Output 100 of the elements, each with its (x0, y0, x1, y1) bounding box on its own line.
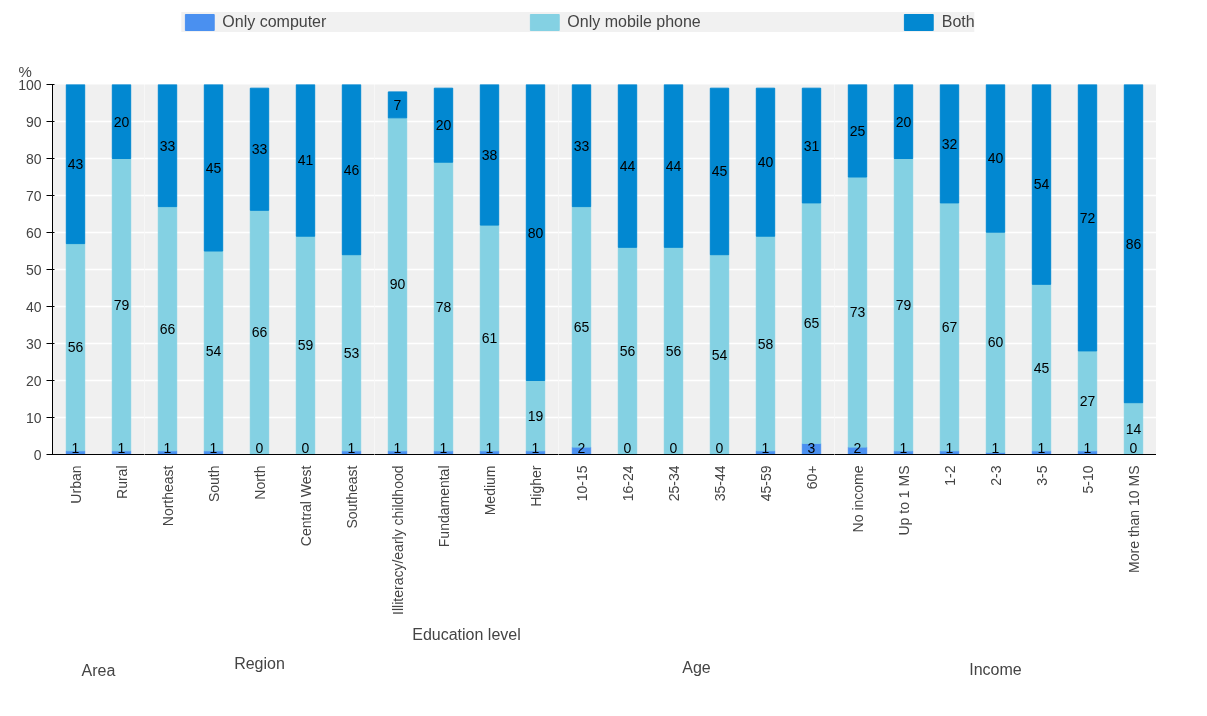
data-label: 0 (669, 440, 678, 457)
x-tick-label: 35-44 (711, 465, 728, 502)
data-label: 56 (619, 342, 636, 359)
data-label: 33 (159, 137, 176, 154)
data-label: 1 (209, 440, 218, 457)
data-label: 32 (941, 135, 958, 152)
data-label: 1 (485, 440, 494, 457)
data-label: 79 (113, 296, 130, 313)
data-label: 1 (761, 440, 770, 457)
x-tick-label: Higher (527, 465, 544, 507)
data-label: 20 (435, 117, 452, 134)
data-label: 0 (715, 440, 724, 457)
data-label: 2 (853, 440, 862, 457)
data-label: 67 (941, 318, 958, 335)
data-label: 58 (757, 335, 774, 352)
x-tick-label: Illiteracy/early childhood (389, 465, 406, 615)
data-label: 1 (945, 440, 954, 457)
data-label: 43 (67, 156, 84, 173)
data-label: 20 (895, 113, 912, 130)
data-label: 56 (665, 342, 682, 359)
data-label: 53 (343, 344, 360, 361)
x-tick-label: 16-24 (619, 465, 636, 502)
x-tick-label: 25-34 (665, 465, 682, 502)
data-label: 0 (301, 440, 310, 457)
x-tick-label: No income (849, 465, 866, 533)
data-label: 1 (347, 440, 356, 457)
data-label: 1 (163, 440, 172, 457)
data-label: 19 (527, 407, 544, 424)
x-tick-label: South (205, 465, 222, 503)
data-label: 33 (251, 141, 268, 158)
data-label: 44 (665, 157, 682, 174)
data-label: 40 (987, 150, 1004, 167)
y-tick-label: 30 (25, 335, 42, 352)
x-axis-title: Age (682, 659, 711, 677)
data-label: 38 (481, 146, 498, 163)
x-tick-label: North (251, 465, 268, 500)
data-label: 1 (393, 440, 402, 457)
x-tick-label: 1-2 (941, 465, 958, 486)
data-label: 27 (1079, 392, 1096, 409)
x-tick-label: Southeast (343, 465, 360, 529)
data-label: 0 (255, 440, 264, 457)
x-tick-label: Central West (297, 465, 314, 547)
data-label: 66 (159, 320, 176, 337)
y-tick-label: 90 (25, 113, 42, 130)
x-tick-label: 10-15 (573, 465, 590, 502)
x-tick-label: Rural (113, 465, 130, 499)
y-tick-label: 40 (25, 298, 42, 315)
data-label: 1 (117, 440, 126, 457)
data-label: 54 (205, 342, 222, 359)
legend-label: Both (941, 13, 975, 31)
x-axis-title: Education level (412, 625, 521, 643)
legend-label: Only mobile phone (567, 13, 701, 31)
data-label: 45 (711, 163, 728, 180)
data-label: 45 (205, 159, 222, 176)
data-label: 31 (803, 137, 820, 154)
data-label: 41 (297, 152, 314, 169)
y-tick-label: 60 (25, 224, 42, 241)
data-label: 73 (849, 304, 866, 321)
data-label: 3 (807, 440, 816, 457)
data-label: 1 (991, 440, 1000, 457)
y-tick-label: 10 (25, 409, 42, 426)
data-label: 54 (711, 346, 728, 363)
data-label: 1 (531, 440, 540, 457)
data-label: 14 (1125, 420, 1142, 437)
data-label: 1 (899, 440, 908, 457)
x-tick-label: Fundamental (435, 465, 452, 548)
data-label: 20 (113, 113, 130, 130)
y-tick-label: 50 (25, 261, 42, 278)
x-axis-title: Area (81, 661, 116, 679)
data-label: 1 (439, 440, 448, 457)
data-label: 72 (1079, 209, 1096, 226)
data-label: 86 (1125, 235, 1142, 252)
data-label: 80 (527, 224, 544, 241)
data-label: 0 (1129, 440, 1138, 457)
data-label: 78 (435, 298, 452, 315)
y-tick-label: 0 (33, 446, 42, 463)
data-label: 79 (895, 296, 912, 313)
data-label: 2 (577, 440, 586, 457)
x-tick-label: 3-5 (1033, 465, 1050, 486)
x-tick-label: Urban (67, 465, 84, 504)
data-label: 66 (251, 324, 268, 341)
data-label: 0 (623, 440, 632, 457)
x-axis-title: Income (969, 660, 1022, 678)
x-tick-label: More than 10 MS (1125, 465, 1142, 573)
data-label: 1 (1037, 440, 1046, 457)
data-label: 25 (849, 122, 866, 139)
data-label: 54 (1033, 176, 1050, 193)
data-label: 65 (573, 318, 590, 335)
data-label: 90 (389, 276, 406, 293)
x-tick-label: 5-10 (1079, 465, 1096, 494)
data-label: 7 (393, 96, 402, 113)
data-label: 61 (481, 329, 498, 346)
y-tick-label: 80 (25, 150, 42, 167)
x-tick-label: Northeast (159, 465, 176, 527)
data-label: 1 (1083, 440, 1092, 457)
x-tick-label: 2-3 (987, 465, 1004, 486)
x-tick-label: Up to 1 MS (895, 465, 912, 536)
data-label: 65 (803, 315, 820, 332)
data-label: 40 (757, 154, 774, 171)
data-label: 1 (71, 440, 80, 457)
